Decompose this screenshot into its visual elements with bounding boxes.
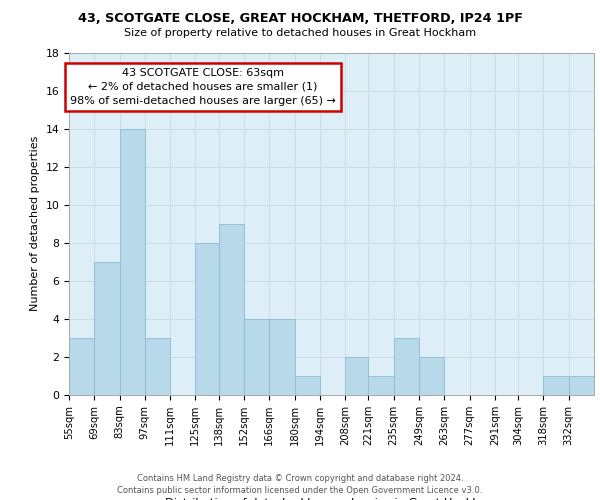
Bar [219, 224, 244, 395]
Text: Size of property relative to detached houses in Great Hockham: Size of property relative to detached ho… [124, 28, 476, 38]
Bar [244, 319, 269, 395]
Bar [394, 338, 419, 395]
Bar [69, 338, 94, 395]
Bar [544, 376, 569, 395]
Bar [269, 319, 295, 395]
Bar [345, 357, 368, 395]
Bar [145, 338, 170, 395]
Bar [295, 376, 320, 395]
Bar [569, 376, 594, 395]
Bar [419, 357, 444, 395]
X-axis label: Distribution of detached houses by size in Great Hockham: Distribution of detached houses by size … [165, 498, 498, 500]
Bar [94, 262, 119, 395]
Bar [195, 243, 219, 395]
Text: 43 SCOTGATE CLOSE: 63sqm
← 2% of detached houses are smaller (1)
98% of semi-det: 43 SCOTGATE CLOSE: 63sqm ← 2% of detache… [70, 68, 336, 106]
Bar [368, 376, 394, 395]
Text: Contains HM Land Registry data © Crown copyright and database right 2024.
Contai: Contains HM Land Registry data © Crown c… [118, 474, 482, 495]
Y-axis label: Number of detached properties: Number of detached properties [30, 136, 40, 312]
Text: 43, SCOTGATE CLOSE, GREAT HOCKHAM, THETFORD, IP24 1PF: 43, SCOTGATE CLOSE, GREAT HOCKHAM, THETF… [77, 12, 523, 26]
Bar [119, 128, 145, 395]
